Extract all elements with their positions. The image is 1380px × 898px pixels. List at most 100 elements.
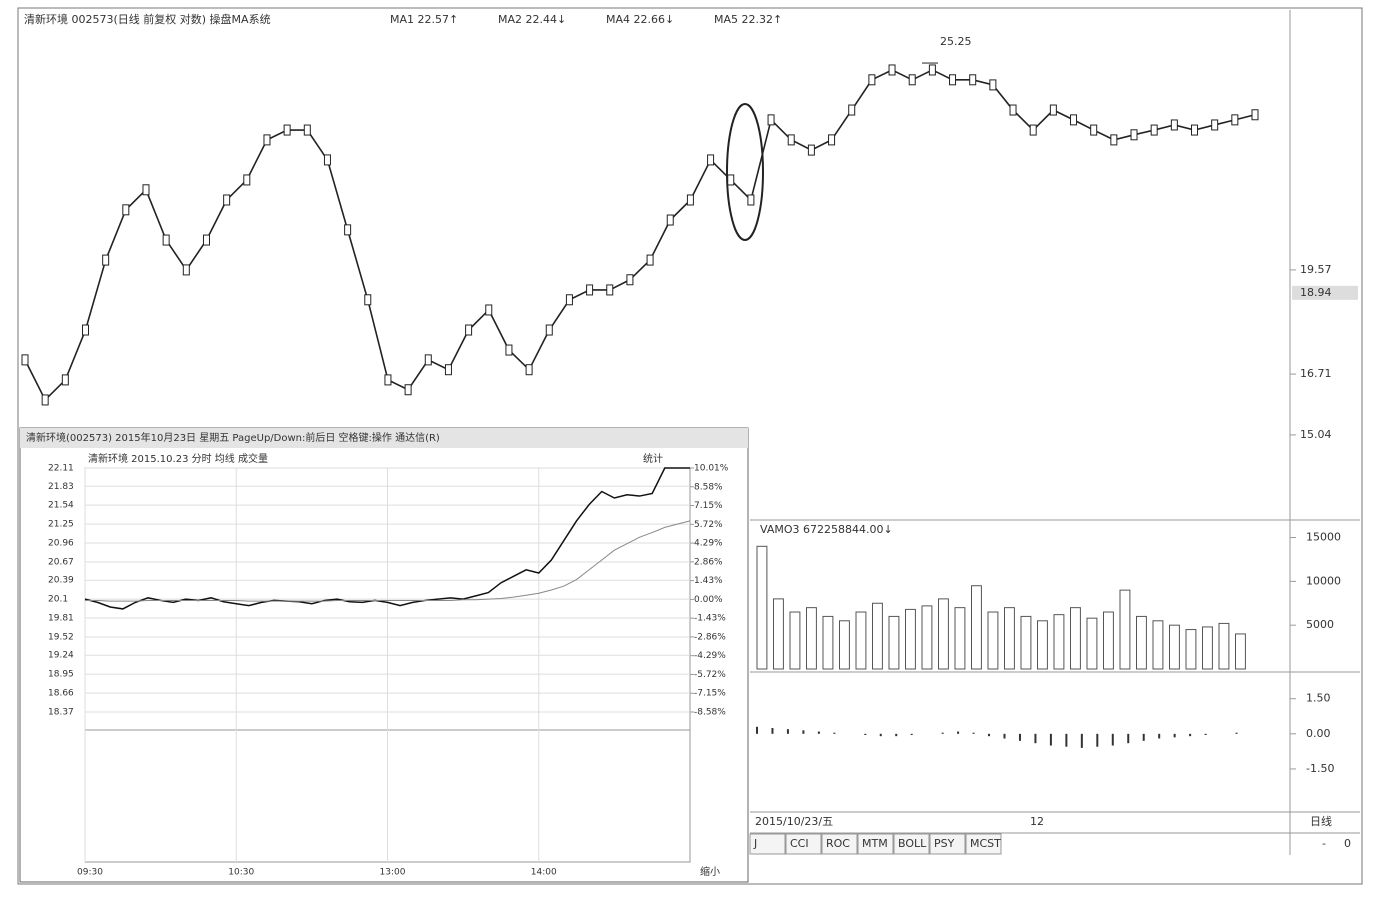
- scroll-button[interactable]: 0: [1344, 837, 1351, 850]
- tab-label[interactable]: CCI: [790, 837, 809, 850]
- close-mark: [1170, 119, 1178, 131]
- volume-title: VAMO3 672258844.00↓: [760, 523, 893, 536]
- shrink-button[interactable]: 缩小: [700, 865, 720, 878]
- close-mark: [505, 344, 513, 356]
- tab-label[interactable]: BOLL: [898, 837, 927, 850]
- tab[interactable]: [965, 833, 1002, 855]
- volume-bar: [773, 598, 784, 670]
- volume-bar: [938, 598, 949, 670]
- close-mark: [1211, 119, 1219, 131]
- close-mark: [404, 384, 412, 396]
- close-mark: [767, 114, 775, 126]
- close-mark: [848, 104, 856, 116]
- tab[interactable]: [785, 833, 822, 855]
- y2-tick-label: 8.58%: [694, 482, 723, 492]
- y2-tick-label: -8.58%: [694, 708, 726, 718]
- volume-bar: [1004, 607, 1015, 670]
- scroll-button[interactable]: -: [1322, 837, 1326, 850]
- y-tick-label: 22.11: [48, 464, 74, 474]
- y2-tick-label: 0.00%: [694, 595, 723, 605]
- popup-subtitle: 清新环境 2015.10.23 分时 均线 成交量: [88, 452, 268, 465]
- volume-bar: [1119, 589, 1131, 670]
- y-tick-label: 10000: [1306, 574, 1341, 587]
- close-mark: [908, 74, 916, 86]
- volume-bar: [1037, 620, 1048, 670]
- close-mark: [142, 184, 150, 196]
- tab-label[interactable]: PSY: [934, 837, 955, 850]
- close-mark: [1130, 129, 1138, 141]
- price-marker-box: [1292, 285, 1358, 300]
- close-mark: [828, 134, 836, 146]
- tab[interactable]: [749, 833, 786, 855]
- close-mark: [303, 124, 311, 136]
- close-mark: [182, 264, 190, 276]
- close-mark: [323, 154, 331, 166]
- y2-tick-label: -7.15%: [694, 689, 726, 699]
- close-mark: [787, 134, 795, 146]
- close-mark: [646, 254, 654, 266]
- period-label[interactable]: 日线: [1310, 814, 1332, 828]
- volume-bar: [1020, 615, 1032, 670]
- y-tick-label: 18.95: [48, 670, 74, 680]
- close-mark: [586, 284, 594, 296]
- close-mark: [747, 194, 755, 206]
- tab-label[interactable]: MCST: [970, 837, 1001, 850]
- y-tick-label: 19.24: [48, 651, 74, 661]
- volume-bar: [954, 607, 966, 670]
- close-mark: [1150, 124, 1158, 136]
- y2-tick-label: -4.29%: [694, 651, 726, 661]
- y-tick-label: 15.04: [1300, 428, 1332, 441]
- volume-bar: [1103, 611, 1114, 670]
- x-tick-label: 14:00: [531, 868, 557, 878]
- y2-tick-label: 1.43%: [694, 576, 723, 586]
- y2-tick-label: 2.86%: [694, 557, 723, 567]
- close-mark: [545, 324, 553, 336]
- close-mark: [1191, 124, 1199, 136]
- volume-bar: [839, 620, 850, 670]
- close-mark: [485, 304, 493, 316]
- close-mark: [384, 374, 392, 386]
- close-mark: [364, 294, 372, 306]
- scroll-label: 12: [1030, 815, 1044, 828]
- y-tick-label: 16.71: [1300, 367, 1332, 380]
- close-mark: [344, 224, 352, 236]
- close-mark: [202, 234, 210, 246]
- x-tick-label: 10:30: [228, 868, 254, 878]
- popup-titlebar: [20, 428, 748, 448]
- highlight-ellipse: [726, 103, 764, 241]
- tab-label[interactable]: MTM: [862, 837, 888, 850]
- volume-bar: [1169, 624, 1180, 670]
- y-tick-label: 20.67: [48, 557, 74, 567]
- y-tick-label: 1.50: [1306, 692, 1331, 705]
- tab[interactable]: [857, 833, 894, 855]
- close-mark: [223, 194, 231, 206]
- tab[interactable]: [929, 833, 966, 855]
- close-mark: [1070, 114, 1078, 126]
- y-tick-label: 21.83: [48, 482, 74, 492]
- stats-button[interactable]: 统计: [643, 452, 663, 465]
- volume-bar: [1136, 615, 1147, 670]
- volume-bar: [789, 611, 801, 670]
- x-tick-label: 09:30: [77, 868, 103, 878]
- close-mark: [465, 324, 473, 336]
- close-mark: [727, 174, 735, 186]
- date-label: 2015/10/23/五: [755, 815, 833, 828]
- volume-bar: [756, 545, 768, 670]
- price-marker-label: 18.94: [1300, 286, 1332, 299]
- tab-label[interactable]: J: [753, 837, 757, 850]
- close-mark: [666, 214, 674, 226]
- y2-tick-label: -2.86%: [694, 632, 726, 642]
- tab[interactable]: [821, 833, 858, 855]
- y-tick-label: 15000: [1306, 531, 1341, 544]
- y-tick-label: 19.57: [1300, 263, 1332, 276]
- close-mark: [41, 394, 49, 406]
- close-mark: [807, 144, 815, 156]
- y-tick-label: 19.52: [48, 632, 74, 642]
- close-mark: [1110, 134, 1118, 146]
- y2-tick-label: 10.01%: [694, 464, 729, 474]
- volume-bar: [921, 605, 933, 670]
- close-mark: [989, 79, 997, 91]
- tab[interactable]: [893, 833, 930, 855]
- tab-label[interactable]: ROC: [826, 837, 850, 850]
